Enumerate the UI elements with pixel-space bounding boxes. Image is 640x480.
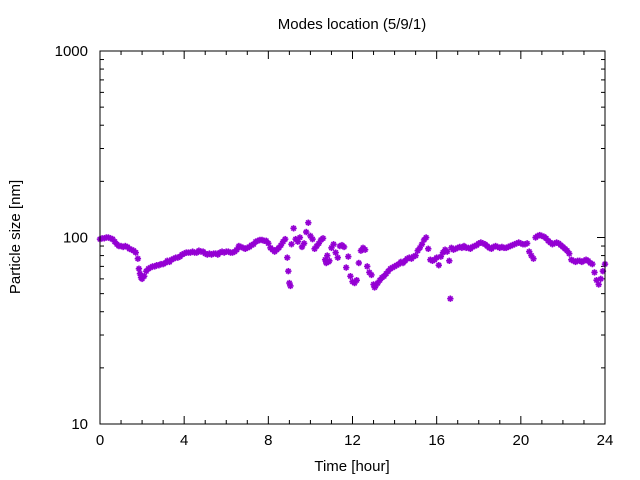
x-tick-label: 12 bbox=[344, 432, 361, 449]
data-point bbox=[324, 252, 331, 259]
data-point bbox=[342, 264, 350, 271]
data-point bbox=[140, 273, 148, 280]
data-point bbox=[368, 271, 375, 279]
data-point bbox=[334, 254, 341, 261]
data-point bbox=[446, 257, 453, 265]
x-tick-label: 24 bbox=[597, 432, 614, 449]
data-point bbox=[597, 275, 604, 283]
data-point bbox=[303, 228, 310, 236]
plot-frame bbox=[99, 50, 606, 425]
data-point bbox=[523, 240, 531, 247]
data-point bbox=[134, 255, 142, 262]
data-point bbox=[566, 250, 573, 257]
data-point bbox=[364, 263, 371, 270]
tick-labels: 0 4 8 12 16 20 24 10 100 1000 bbox=[55, 43, 614, 449]
data-point bbox=[355, 259, 363, 267]
data-point bbox=[305, 219, 312, 226]
x-axis-label: Time [hour] bbox=[314, 458, 389, 475]
data-point bbox=[347, 273, 354, 280]
data-point bbox=[425, 245, 432, 252]
data-point bbox=[345, 253, 352, 260]
data-point bbox=[595, 281, 602, 288]
y-tick-label: 1000 bbox=[55, 43, 88, 60]
data-point bbox=[287, 282, 294, 290]
y-tick-label: 100 bbox=[63, 230, 88, 247]
data-point bbox=[132, 249, 139, 256]
data-point bbox=[284, 254, 291, 261]
data-point bbox=[300, 240, 308, 247]
data-point bbox=[288, 241, 295, 248]
data-point bbox=[330, 241, 337, 248]
data-point bbox=[353, 277, 360, 284]
x-tick-label: 16 bbox=[428, 432, 445, 449]
data-point bbox=[422, 234, 430, 241]
data-point bbox=[435, 262, 442, 269]
data-point bbox=[135, 265, 143, 272]
axis-ticks bbox=[99, 50, 606, 425]
x-tick-label: 20 bbox=[512, 432, 529, 449]
data-point bbox=[281, 235, 289, 243]
data-point bbox=[443, 248, 451, 255]
data-point bbox=[296, 234, 304, 241]
data-point bbox=[277, 241, 285, 249]
data-point bbox=[412, 252, 419, 259]
data-point bbox=[530, 255, 537, 262]
x-tick-label: 8 bbox=[264, 432, 272, 449]
data-point bbox=[340, 243, 348, 251]
y-axis-label: Particle size [nm] bbox=[7, 180, 24, 294]
data-point bbox=[332, 249, 339, 256]
data-points bbox=[96, 219, 609, 302]
chart-title: Modes location (5/9/1) bbox=[278, 16, 426, 33]
x-tick-label: 0 bbox=[96, 432, 104, 449]
data-point bbox=[591, 269, 598, 276]
data-point bbox=[361, 246, 369, 253]
data-point bbox=[447, 295, 454, 302]
y-tick-label: 10 bbox=[71, 416, 88, 433]
data-point bbox=[309, 235, 316, 243]
x-tick-label: 4 bbox=[180, 432, 188, 449]
data-point bbox=[285, 267, 292, 275]
data-point bbox=[326, 257, 333, 265]
data-point bbox=[290, 225, 297, 232]
data-point bbox=[589, 260, 596, 268]
data-point bbox=[319, 235, 327, 242]
